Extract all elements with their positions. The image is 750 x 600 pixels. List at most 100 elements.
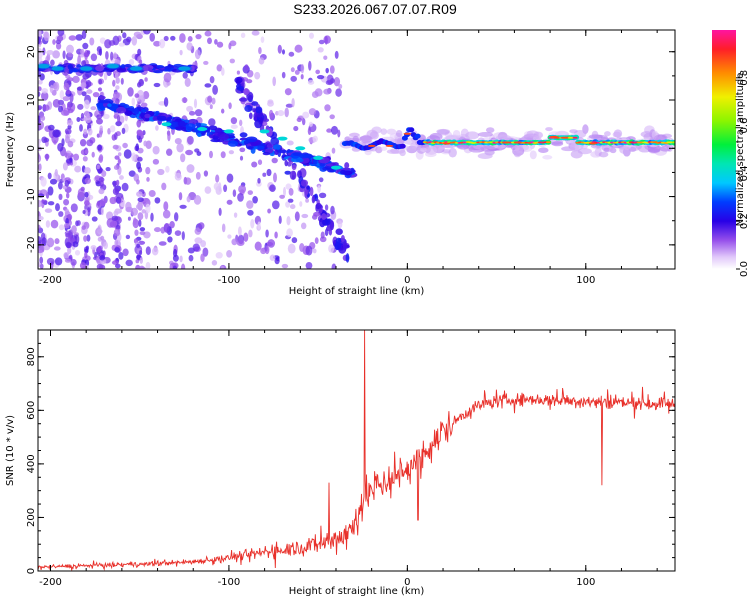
noise-speck <box>82 156 88 162</box>
noise-speck <box>269 184 276 193</box>
noise-speck <box>195 171 201 180</box>
noise-speck <box>145 166 151 175</box>
noise-speck <box>294 44 303 53</box>
band-cell <box>262 152 271 156</box>
noise-speck <box>569 142 579 153</box>
noise-speck <box>127 216 131 221</box>
noise-speck <box>65 192 70 199</box>
noise-speck <box>47 172 52 180</box>
noise-speck <box>247 190 253 196</box>
noise-speck <box>238 184 247 194</box>
streak-cell <box>255 106 263 114</box>
noise-speck <box>46 237 55 248</box>
colorbar-tick-label: 0.2 <box>739 213 750 229</box>
noise-speck <box>174 137 182 145</box>
streak-cell <box>300 179 309 187</box>
noise-speck <box>315 69 321 75</box>
noise-speck <box>79 138 87 147</box>
noise-speck <box>290 67 295 73</box>
noise-speck <box>312 135 318 143</box>
noise-speck <box>243 232 249 242</box>
streak-cell <box>284 159 288 167</box>
noise-speck <box>102 113 110 120</box>
noise-speck <box>115 179 120 186</box>
noise-speck <box>120 202 126 208</box>
noise-speck <box>215 252 223 259</box>
noise-speck <box>137 156 143 162</box>
noise-speck <box>477 132 493 137</box>
noise-speck <box>136 161 142 170</box>
noise-speck <box>83 128 88 135</box>
band-cell <box>119 102 126 107</box>
noise-speck <box>603 147 610 152</box>
noise-speck <box>126 36 132 43</box>
noise-speck <box>240 32 246 39</box>
noise-speck <box>307 127 312 136</box>
noise-speck <box>39 73 45 81</box>
noise-speck <box>480 145 496 152</box>
noise-speck <box>70 203 78 213</box>
band-highlight <box>277 136 288 141</box>
band-cell <box>95 65 105 72</box>
noise-speck <box>146 177 150 182</box>
noise-speck <box>143 30 151 35</box>
streak-cell <box>291 164 297 171</box>
noise-speck <box>109 221 117 228</box>
noise-speck <box>62 96 70 102</box>
noise-speck <box>39 263 44 269</box>
noise-speck <box>102 250 106 257</box>
colorbar-tick-label: 0.6 <box>739 118 750 134</box>
noise-speck <box>38 154 42 163</box>
noise-speck <box>305 245 313 256</box>
noise-speck <box>285 201 291 208</box>
noise-speck <box>75 34 83 41</box>
noise-speck <box>84 149 89 155</box>
noise-speck <box>232 189 237 197</box>
noise-speck <box>90 245 97 250</box>
noise-speck <box>114 239 119 247</box>
band-cell <box>107 103 112 107</box>
band-cell <box>273 144 281 150</box>
noise-speck <box>98 264 106 269</box>
noise-speck <box>137 82 142 88</box>
noise-speck <box>58 211 64 217</box>
noise-speck <box>85 245 89 251</box>
noise-speck <box>38 163 42 171</box>
noise-speck <box>118 42 126 47</box>
noise-speck <box>122 32 127 39</box>
mainline-peak <box>514 141 522 144</box>
noise-speck <box>66 44 74 54</box>
noise-speck <box>80 82 87 89</box>
noise-speck <box>207 95 213 103</box>
noise-speck <box>46 49 54 56</box>
noise-speck <box>236 240 245 246</box>
band-highlight <box>313 155 324 160</box>
noise-speck <box>86 139 94 147</box>
noise-speck <box>204 83 212 88</box>
noise-speck <box>38 79 43 85</box>
band-cell <box>208 125 218 131</box>
noise-speck <box>211 260 218 266</box>
noise-speck <box>63 251 70 259</box>
noise-speck <box>47 186 54 196</box>
noise-speck <box>260 36 265 43</box>
noise-speck <box>104 39 112 49</box>
noise-speck <box>326 128 332 133</box>
band-cell <box>340 169 347 175</box>
noise-speck <box>111 215 118 221</box>
noise-speck <box>312 248 317 254</box>
noise-speck <box>57 105 64 113</box>
noise-speck <box>118 252 124 260</box>
noise-speck <box>145 203 151 214</box>
noise-speck <box>76 220 81 226</box>
band-highlight <box>128 65 145 72</box>
noise-speck <box>77 55 82 66</box>
noise-speck <box>96 229 103 234</box>
noise-speck <box>300 63 305 74</box>
spectrogram-xlabel: Height of straight line (km) <box>289 286 425 297</box>
noise-speck <box>178 192 183 201</box>
noise-speck <box>281 71 286 79</box>
streak-cell <box>325 218 331 226</box>
noise-speck <box>485 127 495 134</box>
noise-speck <box>286 140 294 146</box>
